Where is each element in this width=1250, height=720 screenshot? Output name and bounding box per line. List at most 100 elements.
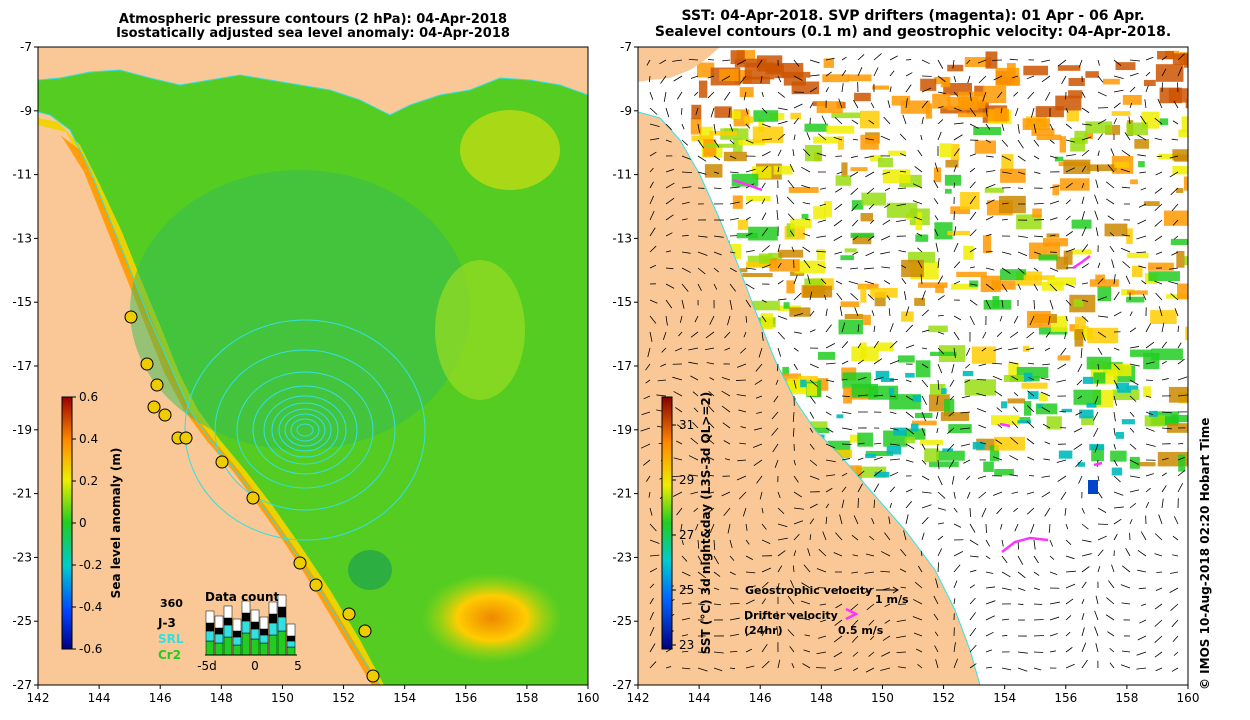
geo-velocity-arrow xyxy=(771,427,779,436)
sst-patch xyxy=(1035,403,1058,415)
sst-patch xyxy=(930,383,946,395)
geo-velocity-arrow xyxy=(665,250,672,253)
sst-patch xyxy=(843,386,852,404)
geo-velocity-arrow xyxy=(969,663,977,669)
sst-patch xyxy=(862,314,871,326)
geo-velocity-arrow xyxy=(1129,102,1133,109)
sst-patch xyxy=(924,448,939,463)
geo-velocity-arrow xyxy=(1109,232,1115,237)
altimeter-point xyxy=(246,491,260,505)
sst-patch xyxy=(1126,122,1148,136)
data-count-bar xyxy=(268,622,278,636)
geo-velocity-arrow xyxy=(681,171,693,174)
geo-velocity-arrow xyxy=(787,213,795,221)
geo-velocity-arrow xyxy=(1110,148,1115,157)
geo-velocity-arrow xyxy=(1154,553,1163,557)
sst-patch xyxy=(719,69,739,81)
geo-velocity-arrow xyxy=(896,651,907,654)
sst-patch xyxy=(940,412,970,421)
geo-velocity-arrow xyxy=(1033,283,1039,291)
geo-velocity-arrow xyxy=(690,75,699,79)
geo-velocity-arrow xyxy=(905,443,915,450)
geo-velocity-arrow xyxy=(841,360,849,365)
geo-velocity-arrow xyxy=(1013,315,1019,324)
geo-velocity-arrow xyxy=(1097,331,1107,338)
geo-velocity-arrow xyxy=(870,219,875,224)
sst-patch xyxy=(768,252,783,261)
geo-velocity-arrow xyxy=(789,646,795,653)
geo-velocity-arrow xyxy=(864,155,875,159)
geo-velocity-arrow xyxy=(776,210,779,221)
data-count-bar xyxy=(214,633,224,644)
geo-velocity-arrow xyxy=(969,597,976,605)
geo-velocity-arrow xyxy=(1157,98,1163,109)
sst-patch xyxy=(1077,462,1086,467)
geo-velocity-arrow xyxy=(917,663,923,669)
geo-velocity-arrow xyxy=(825,343,836,349)
geo-velocity-arrow xyxy=(873,325,876,333)
geo-velocity-arrow xyxy=(835,280,843,285)
sst-patch xyxy=(790,112,801,120)
geo-velocity-arrow xyxy=(1001,218,1008,221)
geo-velocity-arrow xyxy=(777,491,781,498)
geo-velocity-arrow xyxy=(1129,59,1140,62)
geo-velocity-arrow xyxy=(777,149,782,157)
drifter-tracks xyxy=(732,178,1103,553)
data-count-bar xyxy=(250,621,260,630)
geo-velocity-arrow xyxy=(921,443,926,450)
geo-velocity-arrow xyxy=(936,427,939,434)
sst-patch xyxy=(950,206,971,215)
geo-velocity-arrow xyxy=(1161,82,1163,93)
geo-velocity-arrow xyxy=(776,626,779,637)
geo-velocity-arrow xyxy=(1094,626,1099,637)
geo-velocity-arrow xyxy=(657,379,667,382)
geo-velocity-arrow xyxy=(917,260,923,269)
geo-velocity-arrow xyxy=(873,442,882,445)
geo-velocity-arrow xyxy=(921,427,926,436)
geo-velocity-arrow xyxy=(675,407,683,413)
data-count-tick-label: -5d xyxy=(197,659,217,673)
sst-patch xyxy=(840,301,860,308)
geo-velocity-arrow xyxy=(743,91,747,101)
geo-velocity-arrow xyxy=(761,643,768,653)
sst-patch xyxy=(1151,348,1183,361)
geo-velocity-arrow xyxy=(1170,187,1179,196)
geo-velocity-arrow xyxy=(873,394,884,397)
geo-velocity-arrow xyxy=(1014,523,1019,532)
geo-velocity-arrow xyxy=(889,379,899,381)
geo-velocity-arrow xyxy=(993,75,1003,81)
x-tick-label: 150 xyxy=(871,691,894,705)
geo-velocity-arrow xyxy=(690,491,699,495)
geo-velocity-arrow xyxy=(913,599,923,605)
sst-patch xyxy=(789,307,811,317)
sst-patch xyxy=(797,375,818,382)
geo-velocity-arrow xyxy=(729,617,740,621)
geo-velocity-arrow xyxy=(1097,278,1104,285)
geo-velocity-arrow xyxy=(681,107,683,115)
geo-velocity-arrow xyxy=(1065,299,1072,306)
geo-velocity-arrow xyxy=(1097,566,1101,573)
geo-velocity-arrow xyxy=(850,603,859,611)
geo-velocity-arrow xyxy=(905,98,908,109)
colorbar-tick-label: 29 xyxy=(679,473,694,487)
geo-velocity-arrow xyxy=(1026,420,1035,429)
geo-velocity-arrow xyxy=(793,427,795,437)
geo-velocity-arrow xyxy=(1113,291,1120,301)
sst-patch xyxy=(1086,402,1097,408)
geo-velocity-arrow xyxy=(977,59,987,64)
geo-velocity-arrow xyxy=(1077,395,1083,400)
geo-velocity-arrow xyxy=(1154,137,1163,141)
y-tick-label: -25 xyxy=(612,614,632,628)
y-tick-label: -15 xyxy=(12,295,32,309)
geo-velocity-arrow xyxy=(873,53,882,61)
sst-patch xyxy=(1046,416,1062,430)
geo-velocity-arrow xyxy=(994,390,1003,397)
geo-velocity-arrow xyxy=(777,262,782,269)
geo-velocity-arrow xyxy=(1001,571,1011,578)
geo-velocity-arrow xyxy=(743,331,747,338)
geo-velocity-arrow xyxy=(761,523,767,530)
geo-velocity-arrow xyxy=(761,198,766,205)
geo-velocity-arrow xyxy=(969,247,977,253)
geo-velocity-arrow xyxy=(1081,282,1089,285)
sst-patch xyxy=(690,118,702,135)
